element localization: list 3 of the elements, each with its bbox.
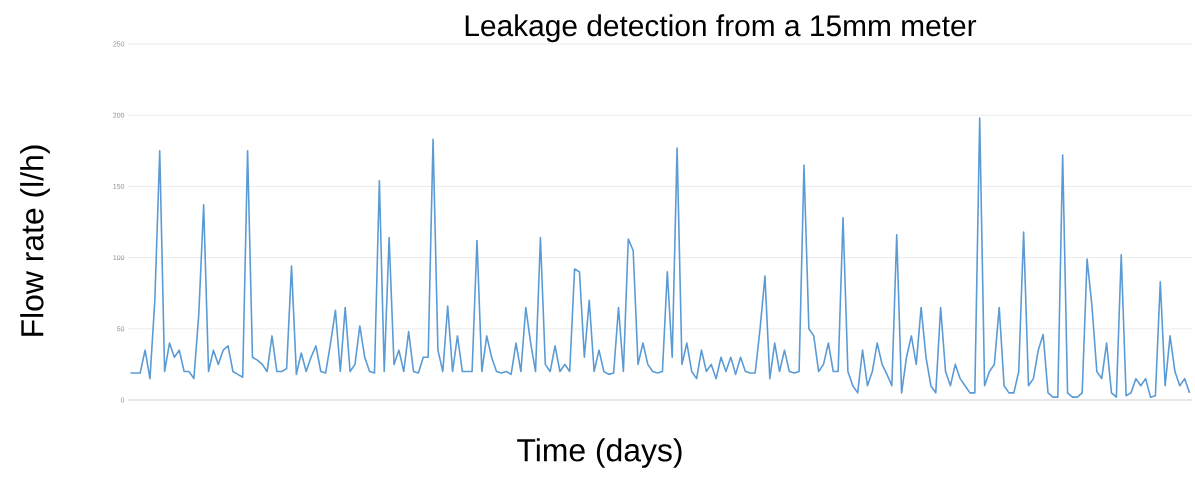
y-axis-title: Flow rate (l/h) (20, 145, 50, 336)
x-axis-title: Time (days) (517, 438, 682, 468)
chart-title: Leakage detection from a 15mm meter (465, 14, 977, 43)
